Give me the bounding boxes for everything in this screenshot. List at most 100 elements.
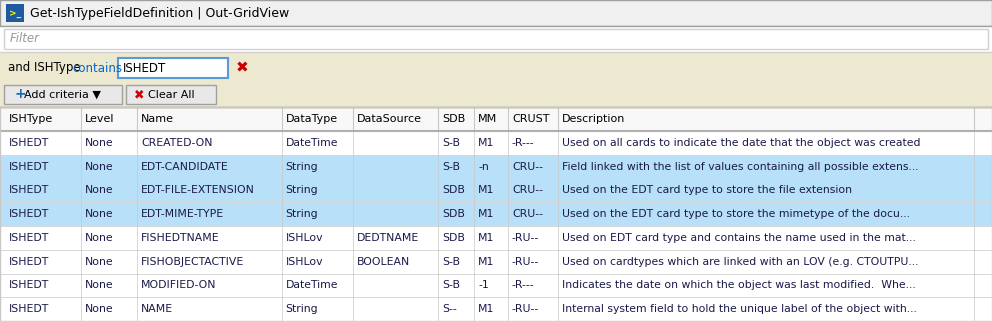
Text: S-B: S-B (442, 280, 460, 291)
Text: -n: -n (478, 162, 489, 172)
Text: -RU--: -RU-- (512, 304, 540, 314)
Bar (0, 52, 992, 107)
Text: M1: M1 (478, 233, 495, 243)
Text: Used on the EDT card type to store the file extension: Used on the EDT card type to store the f… (561, 185, 851, 195)
Text: String: String (286, 162, 318, 172)
Text: Name: Name (141, 114, 174, 124)
Text: S-B: S-B (442, 162, 460, 172)
Text: None: None (85, 280, 114, 291)
Text: ✖: ✖ (134, 88, 145, 101)
Bar (126, 85, 216, 104)
Bar (118, 58, 228, 78)
Text: -RU--: -RU-- (512, 233, 540, 243)
Text: M1: M1 (478, 256, 495, 267)
Text: ISHEDT: ISHEDT (123, 62, 167, 74)
Text: M1: M1 (478, 138, 495, 148)
Bar (6, 4, 24, 22)
Bar (0, 273, 992, 297)
Bar (0, 107, 992, 131)
Text: >_: >_ (9, 8, 21, 18)
Text: CRU--: CRU-- (512, 209, 543, 219)
Text: Clear All: Clear All (148, 90, 194, 100)
Text: ISHLov: ISHLov (286, 256, 323, 267)
Bar (4, 85, 122, 104)
Text: DEDTNAME: DEDTNAME (357, 233, 420, 243)
Text: Add criteria ▼: Add criteria ▼ (24, 90, 101, 100)
Text: SDB: SDB (442, 209, 465, 219)
Text: CREATED-ON: CREATED-ON (141, 138, 212, 148)
Text: EDT-FILE-EXTENSION: EDT-FILE-EXTENSION (141, 185, 255, 195)
Text: +: + (14, 88, 26, 101)
Text: ISHLov: ISHLov (286, 233, 323, 243)
Text: ISHEDT: ISHEDT (9, 280, 50, 291)
Bar (0, 107, 992, 321)
Text: Used on EDT card type and contains the name used in the mat...: Used on EDT card type and contains the n… (561, 233, 916, 243)
Text: DataSource: DataSource (357, 114, 423, 124)
Text: BOOLEAN: BOOLEAN (357, 256, 411, 267)
Bar (0, 202, 992, 226)
Text: CRU--: CRU-- (512, 162, 543, 172)
Text: None: None (85, 162, 114, 172)
Text: Indicates the date on which the object was last modified.  Whe...: Indicates the date on which the object w… (561, 280, 916, 291)
Text: DateTime: DateTime (286, 138, 338, 148)
Text: Used on all cards to indicate the date that the object was created: Used on all cards to indicate the date t… (561, 138, 920, 148)
Text: String: String (286, 185, 318, 195)
Text: NAME: NAME (141, 304, 173, 314)
Text: Field linked with the list of values containing all possible extens...: Field linked with the list of values con… (561, 162, 919, 172)
Text: CRUST: CRUST (512, 114, 550, 124)
Text: None: None (85, 185, 114, 195)
Text: -R---: -R--- (512, 280, 535, 291)
Text: Get-IshTypeFieldDefinition | Out-GridView: Get-IshTypeFieldDefinition | Out-GridVie… (30, 6, 290, 20)
Text: ISHEDT: ISHEDT (9, 256, 50, 267)
Text: ISHEDT: ISHEDT (9, 138, 50, 148)
Text: None: None (85, 138, 114, 148)
Text: S--: S-- (442, 304, 457, 314)
Text: String: String (286, 304, 318, 314)
Text: MODIFIED-ON: MODIFIED-ON (141, 280, 216, 291)
Bar (0, 178, 992, 202)
Text: Used on the EDT card type to store the mimetype of the docu...: Used on the EDT card type to store the m… (561, 209, 910, 219)
Text: ISHEDT: ISHEDT (9, 162, 50, 172)
Text: ISHEDT: ISHEDT (9, 209, 50, 219)
Text: MM: MM (478, 114, 497, 124)
Text: None: None (85, 256, 114, 267)
Text: and ISHType: and ISHType (8, 62, 84, 74)
Text: Description: Description (561, 114, 625, 124)
Text: S-B: S-B (442, 138, 460, 148)
Text: M1: M1 (478, 304, 495, 314)
Text: FISHEDTNAME: FISHEDTNAME (141, 233, 219, 243)
Text: -R---: -R--- (512, 138, 535, 148)
Text: None: None (85, 209, 114, 219)
Text: ✖: ✖ (236, 60, 249, 75)
Bar (4, 29, 988, 49)
Text: -RU--: -RU-- (512, 256, 540, 267)
Bar (0, 297, 992, 321)
Bar (0, 26, 992, 52)
Text: String: String (286, 209, 318, 219)
Text: None: None (85, 304, 114, 314)
Text: SDB: SDB (442, 185, 465, 195)
Text: FISHOBJECTACTIVE: FISHOBJECTACTIVE (141, 256, 244, 267)
Text: Filter: Filter (10, 32, 40, 46)
Text: Internal system field to hold the unique label of the object with...: Internal system field to hold the unique… (561, 304, 917, 314)
Bar (0, 250, 992, 273)
Text: Level: Level (85, 114, 115, 124)
Text: DateTime: DateTime (286, 280, 338, 291)
Text: M1: M1 (478, 185, 495, 195)
Bar (0, 226, 992, 250)
Text: CRU--: CRU-- (512, 185, 543, 195)
Text: ISHEDT: ISHEDT (9, 185, 50, 195)
Text: ISHType: ISHType (9, 114, 54, 124)
Bar (0, 155, 992, 178)
Text: SDB: SDB (442, 233, 465, 243)
Text: Used on cardtypes which are linked with an LOV (e.g. CTOUTPU...: Used on cardtypes which are linked with … (561, 256, 918, 267)
Text: DataType: DataType (286, 114, 338, 124)
Text: EDT-MIME-TYPE: EDT-MIME-TYPE (141, 209, 224, 219)
Text: ISHEDT: ISHEDT (9, 233, 50, 243)
Text: -1: -1 (478, 280, 489, 291)
Text: S-B: S-B (442, 256, 460, 267)
Text: EDT-CANDIDATE: EDT-CANDIDATE (141, 162, 228, 172)
Text: None: None (85, 233, 114, 243)
Bar (0, 131, 992, 155)
Text: SDB: SDB (442, 114, 465, 124)
